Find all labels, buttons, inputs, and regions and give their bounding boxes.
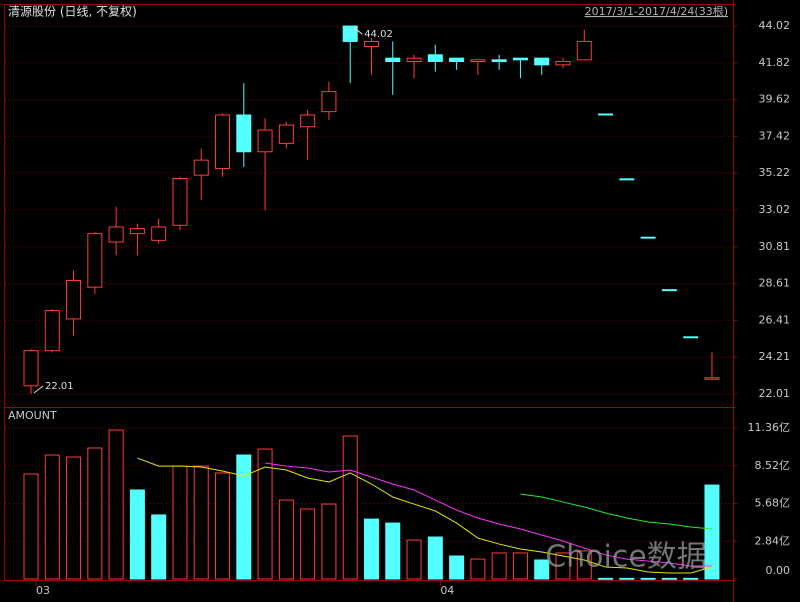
- candle-body: [300, 114, 316, 128]
- y-tick-label: 30.81: [759, 240, 791, 253]
- candle-body: [363, 40, 379, 47]
- candle-body: [427, 54, 443, 62]
- volume-bar: [491, 552, 507, 580]
- candle-body: [661, 289, 677, 292]
- ma-line: [137, 457, 713, 574]
- candle-body: [321, 91, 337, 113]
- volume-bar: [300, 508, 316, 580]
- volume-bar: [342, 435, 358, 580]
- volume-bar: [683, 577, 699, 580]
- volume-bar: [215, 472, 231, 580]
- candle-body: [215, 114, 231, 169]
- y-tick-label: 22.01: [759, 387, 791, 400]
- volume-bar: [278, 499, 294, 580]
- candle-body: [66, 279, 82, 320]
- volume-bar: [23, 473, 39, 580]
- y-tick-label: 0.00: [766, 564, 791, 577]
- y-tick-label: 8.52亿: [755, 459, 791, 472]
- volume-bar: [172, 465, 188, 580]
- y-tick-label: 28.61: [759, 277, 791, 290]
- candle-body: [23, 350, 39, 387]
- candle-body: [598, 113, 614, 116]
- watermark: Choice数据: [545, 540, 707, 575]
- volume-bar: [576, 550, 592, 580]
- volume-bar: [512, 552, 528, 580]
- candle-body: [470, 59, 486, 62]
- candle-body: [44, 310, 60, 352]
- candle-body: [108, 226, 124, 243]
- candle-body: [491, 59, 507, 62]
- candle-body: [172, 178, 188, 226]
- volume-bar: [385, 522, 401, 580]
- candle-body: [193, 159, 209, 176]
- y-tick-label: 44.02: [759, 19, 791, 32]
- volume-bar: [640, 577, 656, 580]
- y-tick-label: 11.36亿: [748, 421, 791, 434]
- annotation: 22.01: [45, 381, 74, 392]
- candle-body: [555, 60, 571, 66]
- candle-body: [449, 57, 465, 62]
- y-tick-label: 41.82: [759, 56, 791, 69]
- candle-body: [87, 233, 103, 288]
- volume-bar: [470, 558, 486, 580]
- candle-body: [151, 226, 167, 241]
- y-tick-label: 24.21: [759, 350, 791, 363]
- candle-body: [236, 114, 252, 153]
- y-tick-label: 2.84亿: [755, 534, 791, 547]
- candle-body: [683, 336, 699, 339]
- x-tick-label: 04: [440, 584, 454, 597]
- volume-bar: [129, 489, 145, 580]
- volume-bar: [87, 447, 103, 580]
- volume-bar: [257, 448, 273, 580]
- volume-bar: [66, 456, 82, 580]
- candle-body: [342, 25, 358, 42]
- volume-bar: [534, 559, 550, 580]
- candle-body: [704, 377, 720, 380]
- ma-line: [265, 462, 712, 567]
- volume-bar: [193, 465, 209, 580]
- candle-body: [406, 57, 422, 62]
- candle-body: [640, 236, 656, 239]
- y-tick-label: 37.42: [759, 129, 791, 142]
- candle-body: [576, 40, 592, 61]
- volume-bar: [704, 484, 720, 580]
- y-tick-label: 39.62: [759, 93, 791, 106]
- volume-bar: [406, 539, 422, 580]
- candle-body: [129, 228, 145, 235]
- candle-body: [257, 129, 273, 153]
- volume-bar: [44, 454, 60, 580]
- x-tick-label: 03: [36, 584, 50, 597]
- annotation: 44.02: [364, 29, 393, 40]
- candle-body: [278, 124, 294, 144]
- candle-body: [512, 57, 528, 61]
- annotation-arrow: [352, 26, 363, 35]
- y-tick-label: 35.22: [759, 166, 791, 179]
- volume-bar: [108, 429, 124, 580]
- volume-bar: [151, 514, 167, 580]
- volume-bar: [555, 552, 571, 580]
- annotation-arrow: [33, 385, 44, 394]
- panel-title: AMOUNT: [8, 409, 57, 422]
- volume-bar: [236, 454, 252, 580]
- volume-bar: [449, 555, 465, 580]
- y-tick-label: 26.41: [759, 313, 791, 326]
- y-tick-label: 5.68亿: [755, 497, 791, 510]
- date-range[interactable]: 2017/3/1-2017/4/24(33根): [585, 4, 728, 18]
- y-tick-label: 33.02: [759, 203, 791, 216]
- volume-bar: [363, 518, 379, 580]
- candle-body: [534, 57, 550, 66]
- chart-title: 清源股份 (日线, 不复权): [8, 5, 137, 19]
- volume-bar: [661, 577, 677, 580]
- candle-body: [619, 178, 635, 181]
- volume-bar: [321, 503, 337, 580]
- candle-body: [385, 57, 401, 62]
- ma-line: [520, 493, 713, 530]
- volume-bar: [598, 577, 614, 580]
- volume-bar: [619, 577, 635, 580]
- volume-bar: [427, 536, 443, 580]
